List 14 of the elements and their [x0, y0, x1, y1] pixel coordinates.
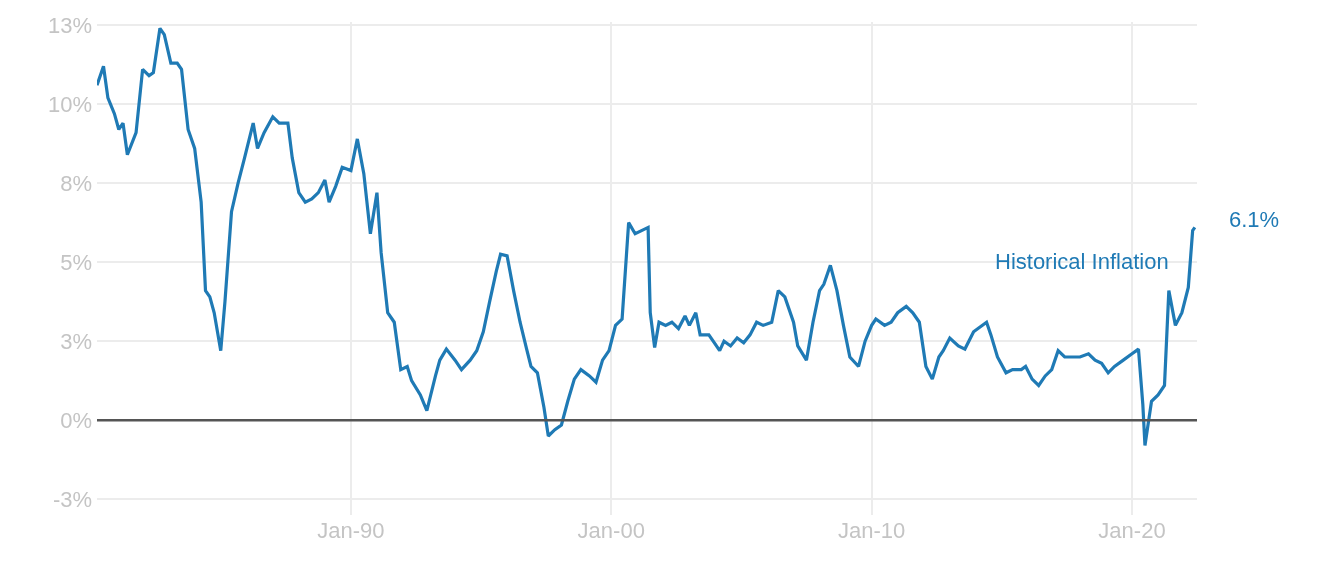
y-tick-label: -3%: [52, 486, 92, 512]
y-tick-label: 0%: [60, 407, 92, 433]
line-series: [97, 26, 1197, 448]
y-tick-label: 5%: [60, 249, 92, 275]
annotation: 6.1%: [1229, 207, 1280, 232]
y-tick-label: 13%: [47, 12, 92, 38]
series-label: Historical Inflation: [995, 249, 1169, 274]
x-tick-label: Jan-20: [1098, 518, 1166, 543]
y-tick-label: 3%: [60, 328, 92, 354]
y-tick-label: 8%: [60, 170, 92, 196]
x-tick-label: Jan-10: [838, 518, 906, 543]
x-tick-label: Jan-00: [577, 518, 645, 543]
x-tick-label: Jan-90: [317, 518, 385, 543]
y-tick-label: 10%: [47, 91, 92, 117]
